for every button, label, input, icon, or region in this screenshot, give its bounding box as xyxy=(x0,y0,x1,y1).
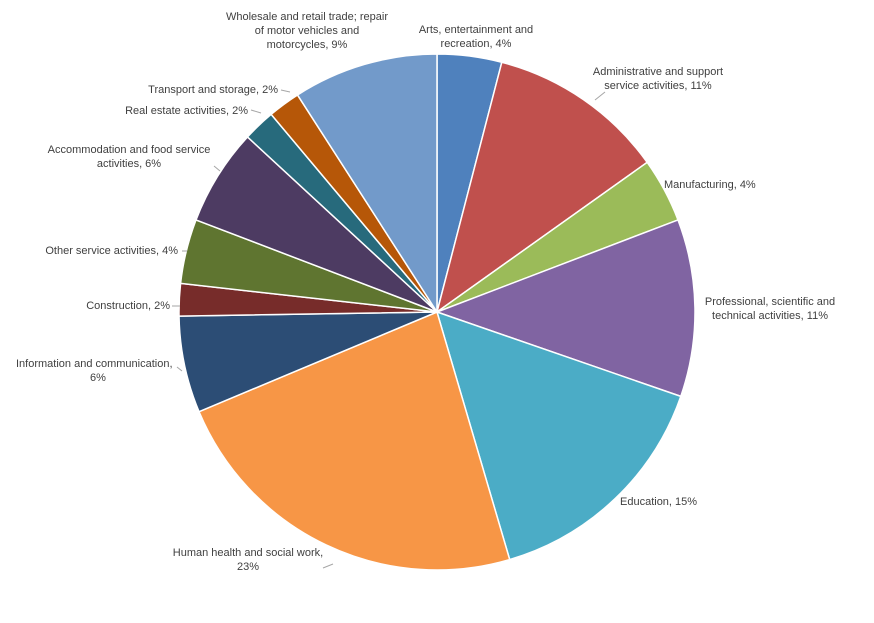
data-label-other-service-activities: Other service activities, 4% xyxy=(45,245,178,257)
leader-lines-group xyxy=(172,89,606,569)
slice-professional-scientific-and-technical-activities xyxy=(434,218,696,398)
slice-administrative-and-support-service-activities xyxy=(435,61,649,314)
data-label-transport-and-storage: Transport and storage, 2% xyxy=(148,84,278,96)
data-label-manufacturing: Manufacturing, 4% xyxy=(664,179,756,191)
data-label-construction: Construction, 2% xyxy=(86,300,170,312)
data-label-wholesale-and-retail-trade-repair-of-motor-vehicles-and-motorcycles: Wholesale and retail trade; repair of mot… xyxy=(226,11,388,51)
leader-line-transport-and-storage xyxy=(280,89,291,93)
data-label-accommodation-and-food-service-activities: Accommodation and food service activities… xyxy=(48,144,211,170)
slice-human-health-and-social-work xyxy=(198,310,511,571)
data-label-professional-scientific-and-technical-activities: Professional, scientific and technical ac… xyxy=(705,296,835,322)
leader-line-accommodation-and-food-service-activities xyxy=(213,165,221,172)
slice-wholesale-and-retail-trade-repair-of-motor-vehicles-and-motorcycles xyxy=(296,53,438,315)
leader-line-real-estate-activities xyxy=(250,109,262,114)
data-label-arts-entertainment-and-recreation: Arts, entertainment and recreation, 4% xyxy=(419,24,533,50)
leader-line-information-and-communication xyxy=(176,366,183,372)
data-label-information-and-communication: Information and communication, 6% xyxy=(16,358,173,384)
slice-education xyxy=(435,310,682,561)
data-label-real-estate-activities: Real estate activities, 2% xyxy=(125,105,248,117)
leader-line-human-health-and-social-work xyxy=(322,563,334,569)
data-label-human-health-and-social-work: Human health and social work, 23% xyxy=(173,547,323,573)
data-label-administrative-and-support-service-activities: Administrative and support service activi… xyxy=(593,66,723,92)
slices-group xyxy=(178,53,696,571)
data-label-education: Education, 15% xyxy=(620,496,697,508)
data-labels-group: Arts, entertainment and recreation, 4% Adm… xyxy=(16,11,835,573)
leader-line-administrative-and-support-service-activities xyxy=(594,91,606,101)
